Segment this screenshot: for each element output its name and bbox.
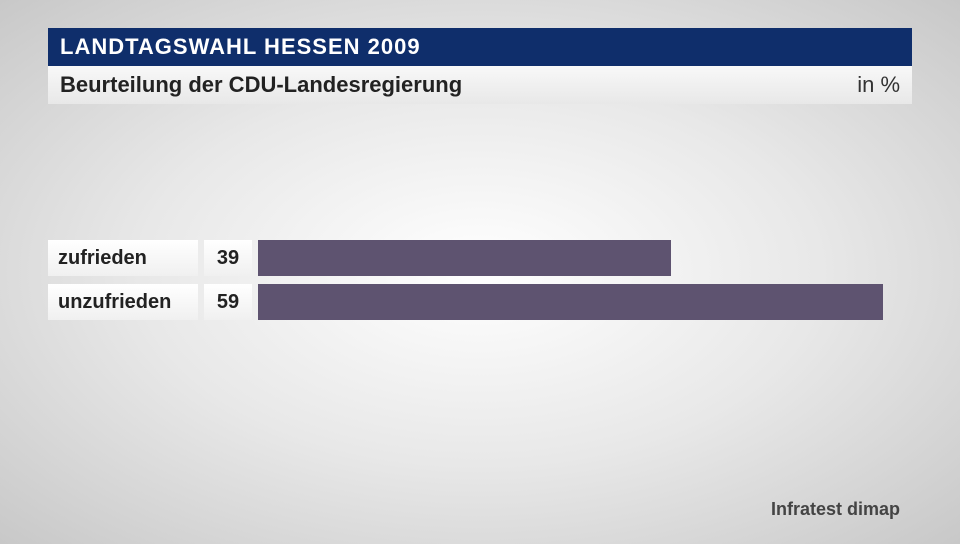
- bar-value: 59: [204, 284, 252, 320]
- bar-fill: [258, 284, 883, 320]
- header: LANDTAGSWAHL HESSEN 2009 Beurteilung der…: [48, 28, 912, 104]
- subtitle-text: Beurteilung der CDU-Landesregierung: [60, 72, 462, 98]
- bar-label: unzufrieden: [48, 284, 198, 320]
- bar-track: [258, 240, 912, 276]
- unit-text: in %: [857, 72, 900, 98]
- subtitle-bar: Beurteilung der CDU-Landesregierung in %: [48, 66, 912, 104]
- bar-value: 39: [204, 240, 252, 276]
- bar-chart: zufrieden 39 unzufrieden 59: [48, 240, 912, 328]
- title-text: LANDTAGSWAHL HESSEN 2009: [60, 34, 421, 59]
- bar-label: zufrieden: [48, 240, 198, 276]
- bar-fill: [258, 240, 671, 276]
- bar-row: unzufrieden 59: [48, 284, 912, 320]
- source-attribution: Infratest dimap: [771, 499, 900, 520]
- bar-row: zufrieden 39: [48, 240, 912, 276]
- bar-track: [258, 284, 912, 320]
- title-bar: LANDTAGSWAHL HESSEN 2009: [48, 28, 912, 66]
